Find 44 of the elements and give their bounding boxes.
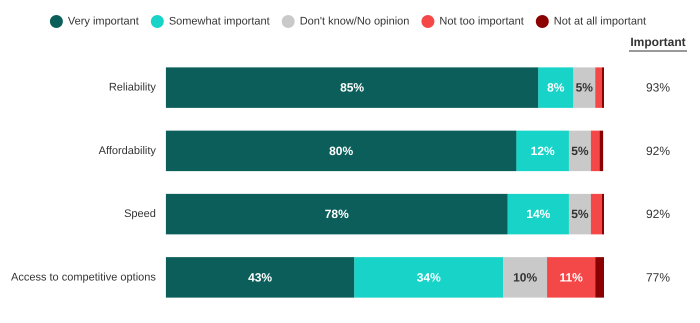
text: Important <box>630 35 686 49</box>
bar <box>503 257 548 298</box>
text: 77% <box>646 270 670 284</box>
bar <box>547 257 596 298</box>
bar <box>166 194 508 234</box>
data-label: 80% <box>329 144 354 158</box>
y-tick-label: Reliability <box>108 82 156 94</box>
data-label: 12% <box>530 144 555 158</box>
bar <box>595 257 604 298</box>
bar <box>590 130 600 172</box>
bar <box>354 257 504 298</box>
data-label: 34% <box>416 270 442 284</box>
data-label: 78% <box>324 207 350 222</box>
legend-label: Not too important <box>439 16 524 28</box>
bar <box>538 67 574 108</box>
bar <box>166 130 516 172</box>
text: 92% <box>646 144 670 158</box>
legend-label: Don't know/No opinion <box>300 16 410 28</box>
bar <box>595 67 602 108</box>
data-label: 43% <box>248 270 272 284</box>
data-label: 14% <box>526 207 551 222</box>
legend-label: Not at all important <box>554 16 646 28</box>
y-tick-label: Speed <box>124 208 156 220</box>
data-label: 10% <box>513 270 538 284</box>
bar <box>590 194 602 234</box>
legend-label: Somewhat important <box>168 16 270 28</box>
bar <box>166 257 354 298</box>
legend-label: Very important <box>68 16 139 28</box>
text: 92% <box>646 207 670 222</box>
data-label: 11% <box>559 270 584 284</box>
data-label: 5% <box>576 80 594 95</box>
data-label: 5% <box>571 144 589 158</box>
bar <box>516 130 569 172</box>
text: 93% <box>646 80 670 95</box>
bar <box>600 130 604 172</box>
data-label: 85% <box>340 80 364 95</box>
bar <box>568 194 591 234</box>
bar <box>508 194 569 234</box>
bar <box>166 67 538 108</box>
data-label: 8% <box>547 80 565 95</box>
y-tick-label: Access to competitive options <box>10 271 156 284</box>
data-label: 5% <box>571 207 589 222</box>
y-tick-label: Affordability <box>98 144 156 157</box>
bar <box>568 130 591 172</box>
